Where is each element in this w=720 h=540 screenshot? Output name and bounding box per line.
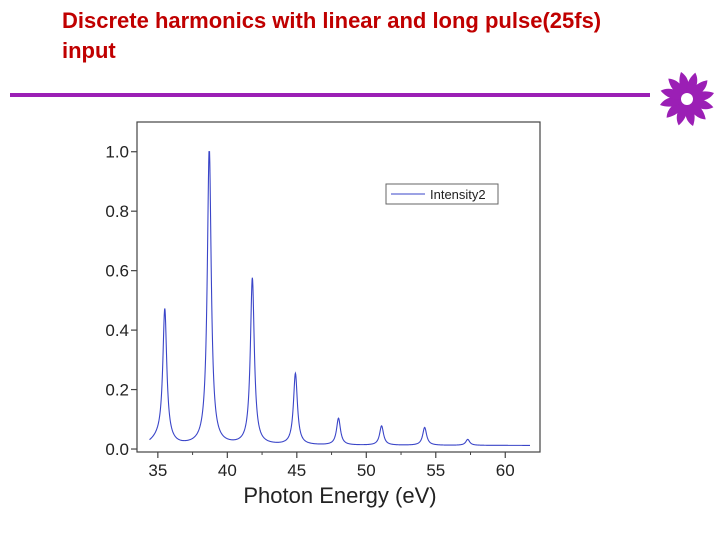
x-tick-label: 35 [148, 461, 167, 480]
x-axis-title: Photon Energy (eV) [243, 483, 436, 508]
y-tick-label: 1.0 [105, 143, 129, 162]
plot-frame [136, 121, 541, 453]
y-axis: 0.0 0.2 0.4 0.6 0.8 1.0 [105, 143, 137, 459]
logo-petal [660, 88, 687, 100]
x-tick-label: 60 [496, 461, 515, 480]
y-tick-label: 0.0 [105, 440, 129, 459]
title-divider [10, 93, 650, 97]
y-tick-label: 0.8 [105, 202, 129, 221]
legend: Intensity2 [385, 183, 499, 205]
legend-box [385, 183, 499, 205]
x-tick-label: 50 [357, 461, 376, 480]
logo-petal [666, 99, 687, 118]
x-axis: 35 40 45 50 55 60 [148, 452, 515, 480]
x-tick-label: 40 [218, 461, 237, 480]
logo-petal [687, 98, 714, 110]
x-tick-label: 45 [287, 461, 306, 480]
x-tick-label: 55 [426, 461, 445, 480]
logo-petal [687, 80, 708, 99]
flower-logo-icon [660, 72, 714, 126]
logo-petal [676, 99, 688, 126]
logo-petal [668, 78, 687, 99]
y-tick-label: 0.4 [105, 321, 129, 340]
y-tick-label: 0.6 [105, 262, 129, 281]
series-line-intensity2 [149, 151, 530, 446]
logo-petal [686, 72, 698, 99]
slide-title: Discrete harmonics with linear and long … [62, 8, 602, 63]
legend-label-intensity2: Intensity2 [430, 187, 486, 202]
logo-petal [687, 99, 706, 120]
y-tick-label: 0.2 [105, 381, 129, 400]
